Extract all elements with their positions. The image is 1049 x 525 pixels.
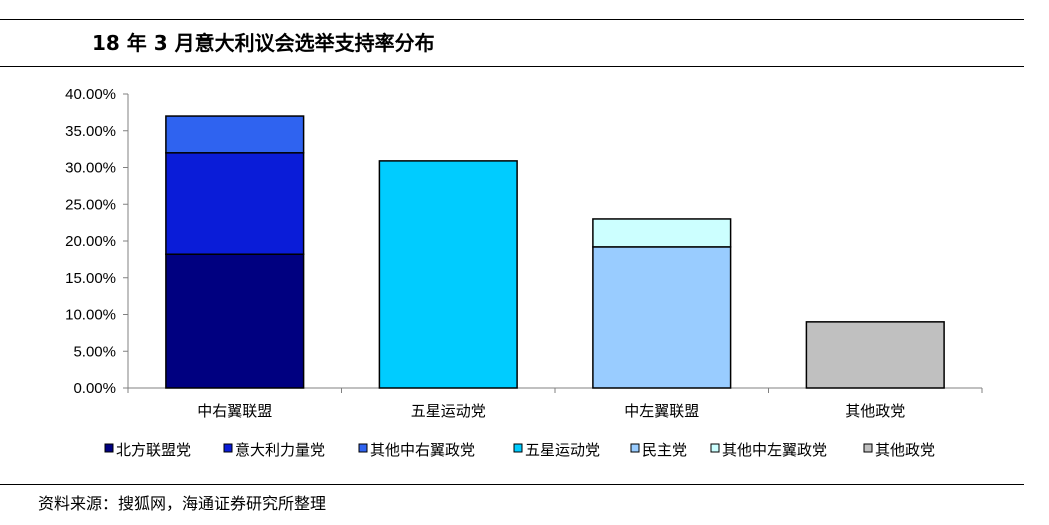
source-note: 资料来源：搜狐网，海通证券研究所整理 bbox=[38, 494, 327, 513]
stacked-bar-chart: 0.00% 5.00% 10.00% 15.00% 20.00% 25.00% 30.00%… bbox=[65, 86, 983, 459]
bar-segment bbox=[592, 218, 732, 248]
bar-segment bbox=[592, 246, 732, 389]
legend-swatch bbox=[863, 443, 873, 453]
x-tick-label: 其他政党 bbox=[845, 402, 905, 420]
legend-swatch bbox=[513, 443, 523, 453]
legend-label: 民主党 bbox=[642, 441, 687, 459]
title-rule bbox=[0, 66, 1024, 67]
bar-segment bbox=[805, 321, 945, 389]
bar-segment bbox=[378, 160, 518, 389]
legend-label: 其他政党 bbox=[875, 441, 935, 459]
y-tick-label: 10.00% bbox=[65, 307, 116, 324]
x-tick-label: 五星运动党 bbox=[411, 402, 486, 420]
y-tick-label: 40.00% bbox=[65, 86, 116, 103]
x-tick-label: 中右翼联盟 bbox=[197, 402, 272, 420]
y-tick-label: 20.00% bbox=[65, 233, 116, 250]
bar-segment bbox=[165, 253, 305, 389]
source-rule bbox=[0, 484, 1024, 485]
bar-segment bbox=[165, 115, 305, 154]
y-tick-label: 35.00% bbox=[65, 123, 116, 140]
legend-label: 五星运动党 bbox=[525, 441, 600, 459]
legend-swatch bbox=[358, 443, 368, 453]
chart-title: 18 年 3 月意大利议会选举支持率分布 bbox=[92, 31, 435, 55]
legend-swatch bbox=[710, 443, 720, 453]
legend-label: 意大利力量党 bbox=[235, 441, 325, 459]
top-rule bbox=[0, 19, 1024, 20]
legend-label: 其他中左翼政党 bbox=[722, 441, 827, 459]
y-tick-label: 5.00% bbox=[73, 343, 116, 360]
legend-label: 其他中右翼政党 bbox=[370, 441, 475, 459]
y-tick-label: 25.00% bbox=[65, 196, 116, 213]
legend-label: 北方联盟党 bbox=[116, 441, 191, 459]
y-tick-label: 30.00% bbox=[65, 160, 116, 177]
legend-swatch bbox=[630, 443, 640, 453]
y-tick-label: 15.00% bbox=[65, 270, 116, 287]
x-tick-label: 中左翼联盟 bbox=[624, 402, 699, 420]
bar-segment bbox=[165, 152, 305, 255]
y-tick-label: 0.00% bbox=[73, 380, 116, 397]
legend-swatch bbox=[223, 443, 233, 453]
legend-swatch bbox=[104, 443, 114, 453]
